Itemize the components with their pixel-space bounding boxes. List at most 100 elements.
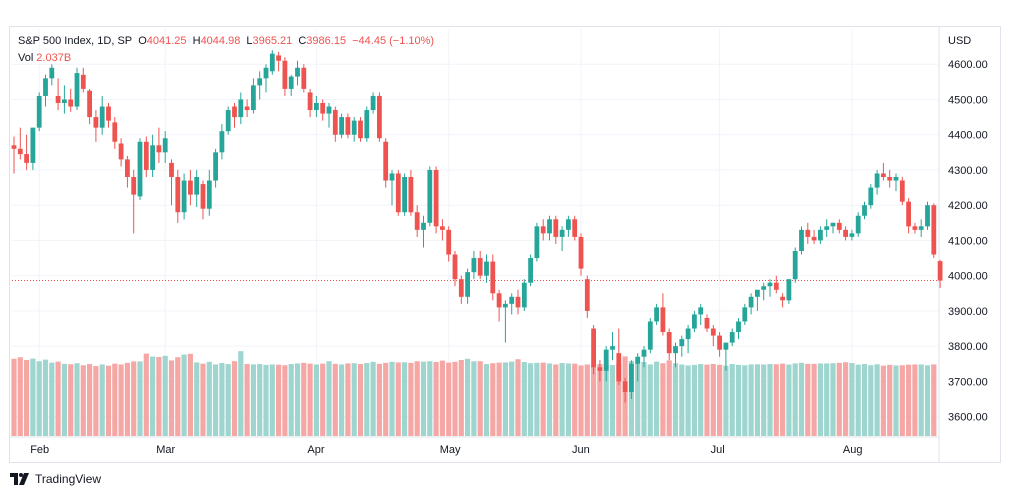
volume-bar [420,361,427,436]
x-tick-label: Aug [843,444,863,456]
volume-bar [124,362,130,436]
candle-body [219,131,225,153]
candle-body [553,219,559,237]
candle-body [805,229,811,237]
change-value: −44.45 (−1.10%) [352,35,435,47]
volume-bar [578,365,584,436]
volume-bar [805,363,811,436]
volume-bar [452,361,458,436]
volume-bar [30,358,36,436]
volume-bar [679,364,685,436]
volume-bar [792,363,798,436]
candle-body [830,222,836,227]
volume-bar [584,364,590,436]
candle-body [729,332,735,343]
candle-body [692,314,697,329]
candle-body [395,173,401,213]
candle-body [862,205,867,216]
volume-bar [635,362,641,436]
volume-bar [181,354,187,436]
candle-body [773,282,779,290]
volume-bar [427,361,433,436]
volume-bar [861,364,868,436]
volume-bar [74,363,80,436]
candlestick-chart[interactable]: 4600.00 4500.00 4400.00 4300.00 4200.00 4100.… [10,27,1000,462]
candle-body [269,53,275,72]
candle-body [452,254,458,280]
volume-bar [572,363,578,436]
candle-body [383,141,389,181]
volume-bar [534,362,540,436]
volume-bar [282,365,288,436]
volume-value: 2.037B [36,52,72,64]
volume-bar [250,364,256,436]
y-tick-label: 4600.00 [948,59,988,71]
volume-bar [540,362,546,436]
tradingview-brand[interactable]: TradingView [10,472,101,486]
candle-body [446,229,452,255]
candle-body [660,307,666,333]
candle-body [855,215,861,234]
volume-bar [269,364,275,436]
candle-body [162,138,168,153]
candle-body [24,154,29,163]
candle-body [156,145,162,153]
volume-bar [370,361,376,436]
tradingview-logo-icon [10,473,29,485]
candle-body [118,143,124,160]
volume-bar [880,365,886,436]
volume-bar [893,365,899,436]
symbol-label: S&P 500 Index, 1D, SP [18,35,133,47]
volume-bar [710,364,716,436]
candle-body [799,229,804,251]
x-tick-label: May [440,444,461,456]
y-tick-label: 4400.00 [948,130,988,142]
candle-body [307,92,313,111]
volume-bar [137,361,143,436]
candle-body [710,328,716,336]
candle-body [408,177,414,213]
volume-bar [213,364,219,436]
candle-body [490,261,496,294]
candle-body [887,177,893,181]
volume-bar [187,353,193,436]
volume-bar [559,363,565,436]
volume-bar [502,362,508,436]
candle-body [666,332,672,354]
volume-bar [931,364,937,436]
volume-bar [345,363,351,436]
candle-body [68,99,74,107]
candle-body [43,78,48,96]
volume-bar [80,365,86,436]
volume-bar [647,364,653,436]
volume-bar [307,363,313,436]
candle-body [458,279,464,297]
candle-body [723,342,729,350]
candle-body [55,95,61,103]
candle-body [622,381,628,392]
low-value: 3965.21 [252,35,293,47]
candle-body [836,222,842,230]
candle-body [584,279,590,311]
volume-bar [483,364,490,436]
volume-bar [408,362,414,436]
volume-bar [477,361,483,436]
volume-bar [786,364,792,436]
candle-body [80,74,86,89]
candle-body [251,85,256,111]
volume-bar [238,351,244,436]
candle-body [62,99,67,103]
candle-body [320,103,326,114]
candle-body [629,363,634,392]
high-label: H [192,35,201,47]
volume-bar [162,355,168,436]
candle-body [87,90,92,118]
volume-bar [912,364,918,436]
volume-bar [402,362,408,436]
candle-body [717,335,722,350]
candle-body [213,152,218,181]
candle-body [685,328,691,340]
candle-body [131,177,137,195]
candle-body [232,106,237,118]
candle-body [345,117,351,135]
